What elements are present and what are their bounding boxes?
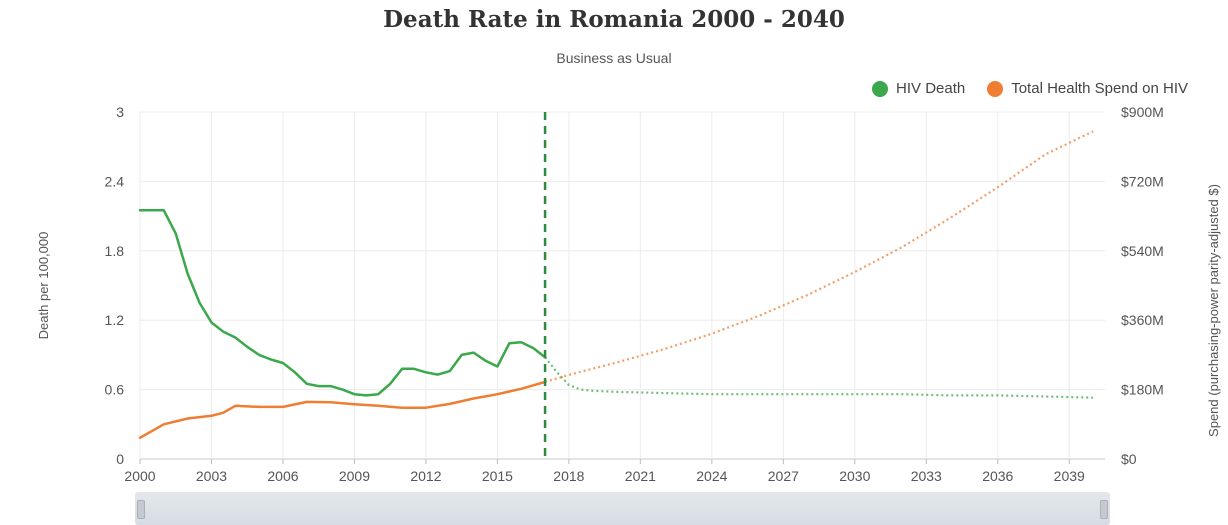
x-tick-label: 2012 (410, 468, 441, 484)
y-tick-label: 0 (116, 451, 124, 467)
x-tick-label: 2006 (267, 468, 298, 484)
y-tick-label: 0.6 (105, 382, 125, 398)
y-tick-label: 2.4 (105, 173, 125, 189)
x-tick-label: 2027 (768, 468, 799, 484)
series-line-hiv-death-historical (138, 209, 547, 397)
x-tick-label: 2039 (1054, 468, 1085, 484)
x-tick-label: 2015 (482, 468, 513, 484)
x-tick-label: 2003 (196, 468, 227, 484)
series-line-health-spend-projected (544, 130, 1094, 383)
chart-legend: HIV Death Total Health Spend on HIV (858, 80, 1188, 97)
legend-label-health-spend: Total Health Spend on HIV (1011, 80, 1188, 97)
y2-tick-label: $540M (1121, 243, 1164, 259)
x-tick-label: 2024 (696, 468, 727, 484)
x-tick-label: 2018 (553, 468, 584, 484)
x-tick-label: 2021 (625, 468, 656, 484)
legend-dot-health-spend (987, 80, 1004, 97)
legend-item-health-spend[interactable]: Total Health Spend on HIV (987, 80, 1188, 97)
scrollbar-left-handle[interactable] (137, 500, 145, 519)
y2-tick-label: $180M (1121, 382, 1164, 398)
y-tick-label: 1.2 (105, 312, 125, 328)
x-tick-label: 2030 (839, 468, 870, 484)
y2-tick-label: $900M (1121, 104, 1164, 120)
x-tick-label: 2036 (982, 468, 1013, 484)
y2-axis-title: Spend (purchasing-power parity-adjusted … (1206, 184, 1221, 437)
y2-tick-label: $0 (1121, 451, 1137, 467)
y2-tick-label: $360M (1121, 312, 1164, 328)
series-line-health-spend-historical (138, 380, 547, 440)
y-tick-label: 1.8 (105, 243, 125, 259)
x-tick-label: 2000 (124, 468, 155, 484)
legend-dot-hiv-death (872, 80, 889, 97)
chart-subtitle: Business as Usual (556, 50, 672, 66)
time-range-scrollbar[interactable] (135, 492, 1110, 525)
legend-label-hiv-death: HIV Death (896, 80, 966, 97)
legend-item-hiv-death[interactable]: HIV Death (872, 80, 965, 97)
series-line-hiv-death-projected (544, 356, 1094, 399)
scrollbar-right-handle[interactable] (1100, 500, 1108, 519)
y-tick-label: 3 (116, 104, 124, 120)
x-tick-label: 2009 (339, 468, 370, 484)
y-axis-title: Death per 100,000 (36, 232, 51, 340)
chart-title: Death Rate in Romania 2000 - 2040 (383, 6, 845, 33)
x-tick-label: 2033 (911, 468, 942, 484)
y2-tick-label: $720M (1121, 173, 1164, 189)
